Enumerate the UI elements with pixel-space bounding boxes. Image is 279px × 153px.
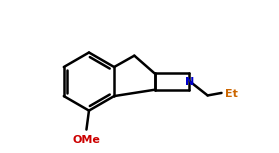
Text: Et: Et [225, 89, 237, 99]
Text: OMe: OMe [73, 135, 100, 145]
Text: N: N [185, 76, 194, 87]
